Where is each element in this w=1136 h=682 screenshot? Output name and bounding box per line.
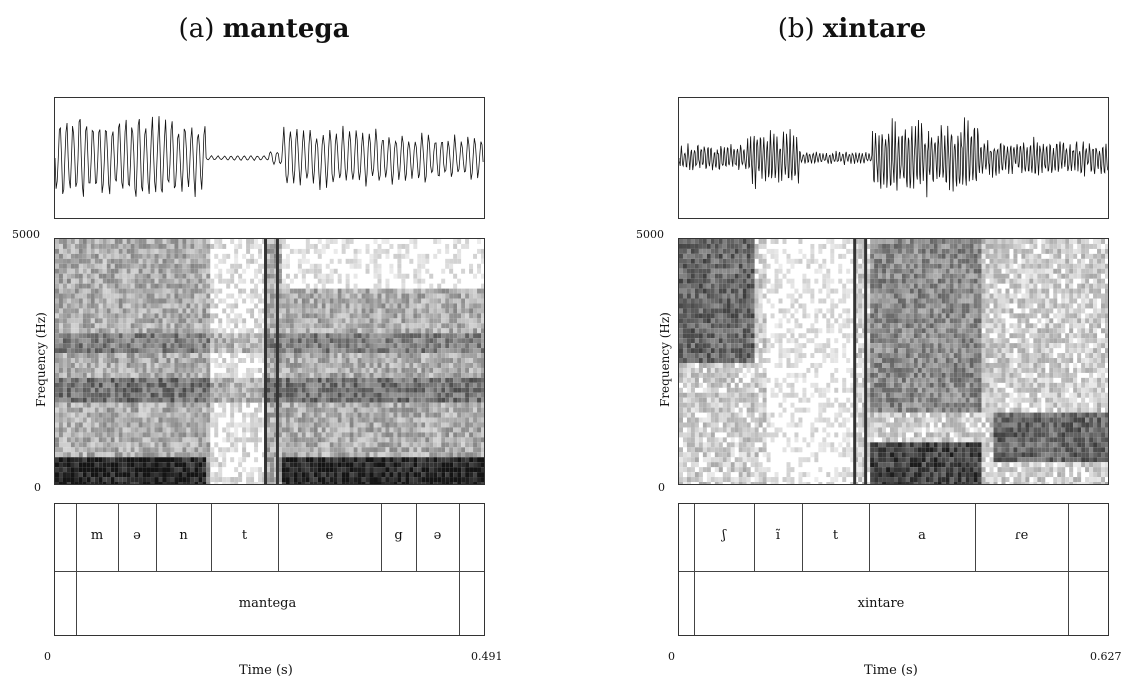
time-start-tick: 0 <box>668 650 675 663</box>
segment-label: ə <box>433 528 442 543</box>
tier-divider <box>55 571 484 572</box>
spectrogram-plot <box>54 238 485 485</box>
textgrid: ʃ ĩ t a ɾe xintare <box>678 503 1109 636</box>
time-end-tick: 0.491 <box>471 650 503 663</box>
title-word: mantega <box>222 14 350 44</box>
boundary <box>869 504 870 571</box>
panel-title: (a) mantega <box>0 14 548 44</box>
segment-label: t <box>241 528 248 543</box>
segment-label: ʃ <box>722 528 726 543</box>
title-word: xintare <box>822 14 927 44</box>
time-end-tick: 0.627 <box>1090 650 1122 663</box>
x-axis-label: Time (s) <box>864 663 918 678</box>
tier-divider <box>679 571 1108 572</box>
segment-label: ɾe <box>1014 528 1029 543</box>
segment-label: e <box>325 528 334 543</box>
y-axis-label: Frequency (Hz) <box>34 312 48 407</box>
waveform-svg <box>679 117 1108 198</box>
freq-max-tick: 5000 <box>636 228 664 241</box>
time-start-tick: 0 <box>44 650 51 663</box>
waveform-plot <box>54 97 485 219</box>
segment-label: t <box>832 528 839 543</box>
segment-label: g <box>394 528 403 543</box>
boundary <box>156 504 157 571</box>
x-axis-label: Time (s) <box>239 663 293 678</box>
boundary <box>1068 504 1069 635</box>
title-prefix: (a) <box>178 14 215 44</box>
boundary <box>754 504 755 571</box>
freq-max-tick: 5000 <box>12 228 40 241</box>
segment-label: a <box>918 528 926 543</box>
boundary <box>211 504 212 571</box>
segment-label: ə <box>133 528 141 543</box>
boundary <box>459 504 460 635</box>
spectrogram-svg <box>679 239 1108 484</box>
segment-label: m <box>90 528 104 543</box>
waveform-trace <box>679 117 1108 198</box>
waveform-svg <box>55 116 484 197</box>
waveform-trace <box>55 116 484 197</box>
boundary <box>118 504 119 571</box>
waveform-plot <box>678 97 1109 219</box>
boundary <box>416 504 417 571</box>
boundary <box>975 504 976 571</box>
y-axis-label: Frequency (Hz) <box>658 312 672 407</box>
boundary <box>802 504 803 571</box>
panel-a: (a) mantega 5000 0 Frequency (Hz) m ə n … <box>0 14 548 678</box>
panel-b: (b) xintare 5000 0 Frequency (Hz) ʃ ĩ t … <box>568 0 1136 682</box>
segment-label: ĩ <box>775 528 781 543</box>
boundary <box>76 504 77 635</box>
spectrogram-plot <box>678 238 1109 485</box>
panel-title: (b) xintare <box>608 14 1096 44</box>
freq-min-tick: 0 <box>658 481 665 494</box>
boundary <box>381 504 382 571</box>
word-label: mantega <box>238 596 297 611</box>
boundary <box>694 504 695 635</box>
title-prefix: (b) <box>777 14 815 44</box>
freq-min-tick: 0 <box>34 481 41 494</box>
segment-label: n <box>179 528 188 543</box>
textgrid: m ə n t e g ə mantega <box>54 503 485 636</box>
spectrogram-svg <box>55 239 484 484</box>
boundary <box>278 504 279 571</box>
word-label: xintare <box>857 596 905 611</box>
